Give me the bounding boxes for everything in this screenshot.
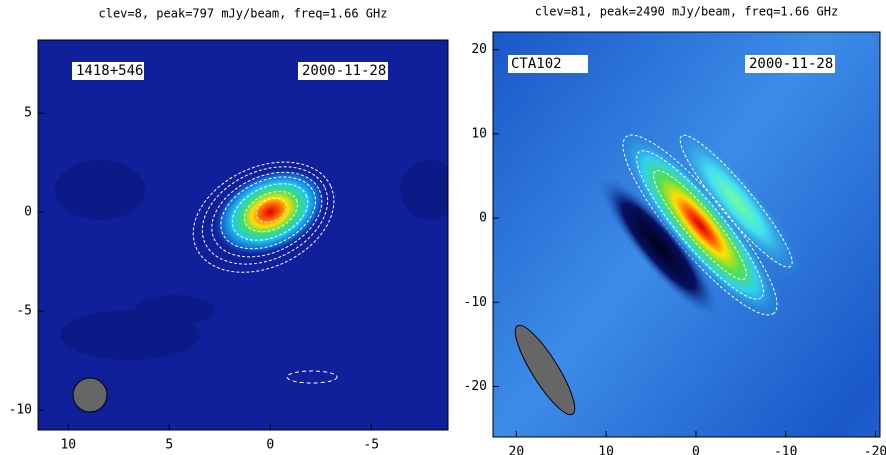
y-tick-label: -10: [9, 403, 32, 418]
y-tick-label: -10: [464, 295, 487, 310]
x-tick-label: -20: [864, 445, 886, 455]
y-tick-label: -20: [464, 379, 487, 394]
source-label: 1418+546: [76, 63, 143, 79]
y-tick-label: -5: [16, 304, 32, 319]
x-tick-label: 10: [60, 438, 76, 453]
frame: [492, 31, 881, 438]
y-tick-label: 10: [471, 126, 487, 141]
image-panel-2: [493, 32, 880, 437]
x-tick-label: -10: [774, 445, 797, 455]
frame: [37, 39, 449, 431]
image-panel-1: [38, 40, 448, 430]
panel-title: clev=8, peak=797 mJy/beam, freq=1.66 GHz: [99, 7, 388, 21]
date-label: 2000-11-28: [302, 63, 386, 79]
x-tick-label: 10: [598, 445, 614, 455]
panel-title: clev=81, peak=2490 mJy/beam, freq=1.66 G…: [535, 5, 838, 19]
y-tick-label: 5: [24, 106, 32, 121]
date-label: 2000-11-28: [749, 56, 833, 72]
x-tick-label: 0: [266, 438, 274, 453]
x-tick-label: 5: [165, 438, 173, 453]
x-tick-label: -5: [363, 438, 379, 453]
x-tick-label: 20: [509, 445, 525, 455]
y-tick-label: 20: [471, 42, 487, 57]
y-tick-label: 0: [24, 205, 32, 220]
y-tick-label: 0: [479, 211, 487, 226]
source-label: CTA102: [511, 56, 562, 72]
x-tick-label: 0: [692, 445, 700, 455]
